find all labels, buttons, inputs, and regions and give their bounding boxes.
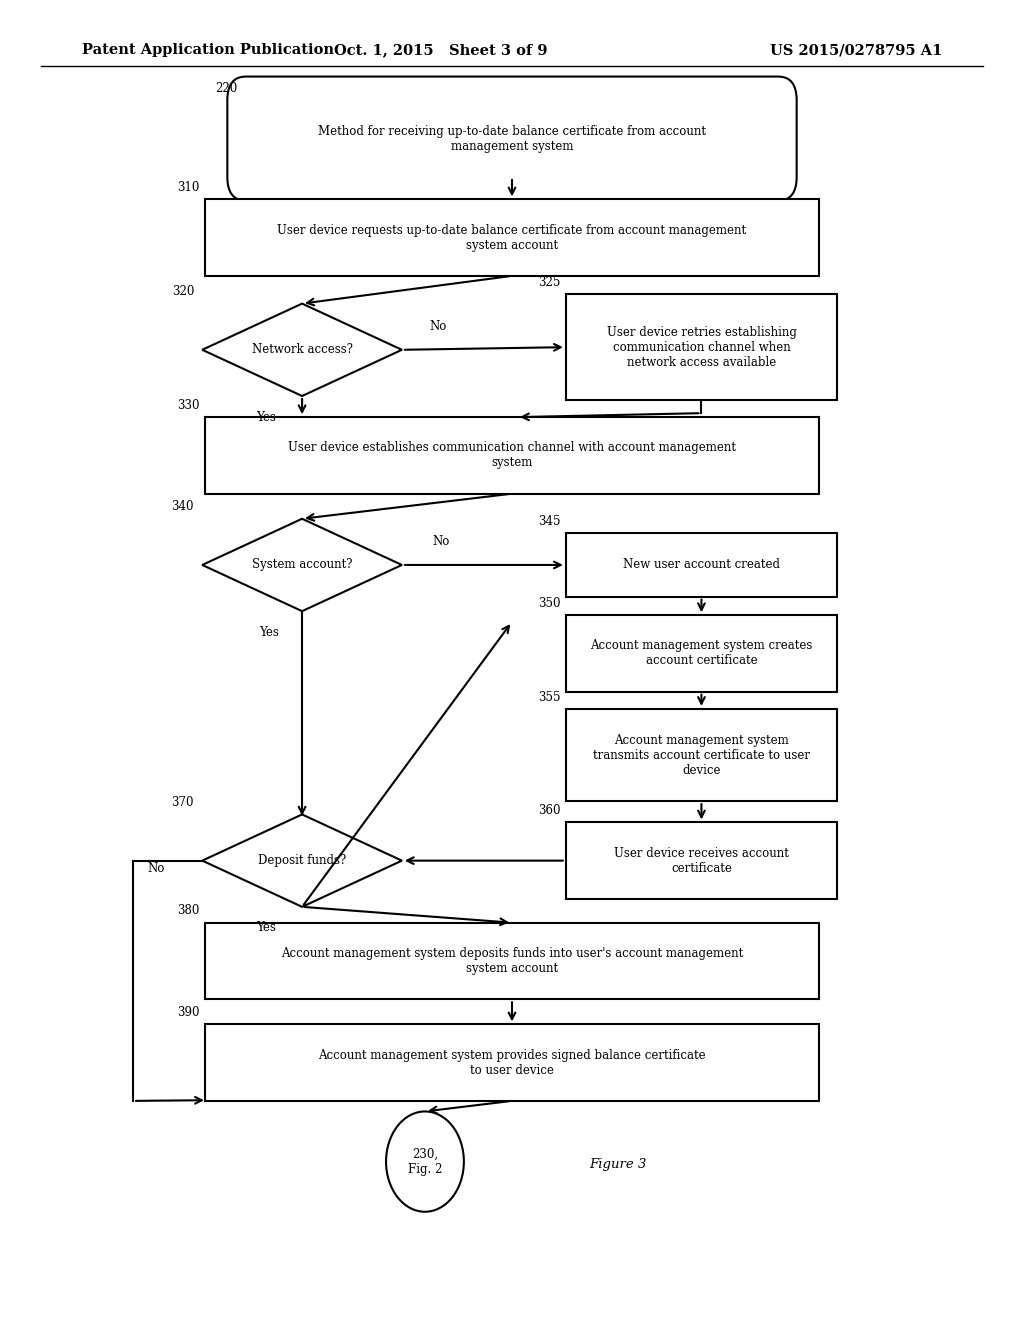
Text: Account management system creates
account certificate: Account management system creates accoun… [590, 639, 813, 668]
Text: 390: 390 [177, 1006, 200, 1019]
Text: User device requests up-to-date balance certificate from account management
syst: User device requests up-to-date balance … [278, 223, 746, 252]
Text: Yes: Yes [256, 411, 276, 424]
Polygon shape [202, 519, 401, 611]
Text: Account management system deposits funds into user's account management
system a: Account management system deposits funds… [281, 946, 743, 975]
Text: 320: 320 [172, 285, 194, 298]
Text: Patent Application Publication: Patent Application Publication [82, 44, 334, 57]
Text: 330: 330 [177, 399, 200, 412]
Text: US 2015/0278795 A1: US 2015/0278795 A1 [770, 44, 942, 57]
FancyBboxPatch shape [565, 294, 838, 400]
Text: Method for receiving up-to-date balance certificate from account
management syst: Method for receiving up-to-date balance … [318, 124, 706, 153]
Text: 310: 310 [177, 181, 200, 194]
Text: No: No [147, 862, 165, 875]
Text: Deposit funds?: Deposit funds? [258, 854, 346, 867]
Text: Account management system provides signed balance certificate
to user device: Account management system provides signe… [318, 1048, 706, 1077]
FancyBboxPatch shape [565, 533, 838, 597]
Text: Yes: Yes [256, 921, 276, 935]
FancyBboxPatch shape [205, 1024, 819, 1101]
FancyBboxPatch shape [205, 417, 819, 494]
Text: Network access?: Network access? [252, 343, 352, 356]
FancyBboxPatch shape [565, 822, 838, 899]
Circle shape [386, 1111, 464, 1212]
Text: 340: 340 [172, 500, 194, 513]
Text: 230,
Fig. 2: 230, Fig. 2 [408, 1147, 442, 1176]
Text: 360: 360 [539, 804, 561, 817]
FancyBboxPatch shape [205, 199, 819, 276]
Text: No: No [432, 535, 450, 548]
Text: No: No [429, 319, 446, 333]
Text: Account management system
transmits account certificate to user
device: Account management system transmits acco… [593, 734, 810, 776]
Polygon shape [202, 814, 401, 907]
Text: 325: 325 [539, 276, 561, 289]
Text: New user account created: New user account created [623, 558, 780, 572]
FancyBboxPatch shape [565, 709, 838, 801]
Text: 370: 370 [172, 796, 194, 809]
Polygon shape [202, 304, 401, 396]
Text: User device receives account
certificate: User device receives account certificate [614, 846, 788, 875]
Text: 220: 220 [215, 82, 238, 95]
FancyBboxPatch shape [565, 615, 838, 692]
Text: Yes: Yes [259, 626, 280, 639]
Text: 380: 380 [177, 904, 200, 917]
Text: User device retries establishing
communication channel when
network access avail: User device retries establishing communi… [606, 326, 797, 368]
Text: System account?: System account? [252, 558, 352, 572]
FancyBboxPatch shape [205, 923, 819, 999]
Text: User device establishes communication channel with account management
system: User device establishes communication ch… [288, 441, 736, 470]
FancyBboxPatch shape [227, 77, 797, 201]
Text: 345: 345 [539, 515, 561, 528]
Text: 355: 355 [539, 690, 561, 704]
Text: Oct. 1, 2015   Sheet 3 of 9: Oct. 1, 2015 Sheet 3 of 9 [334, 44, 547, 57]
Text: 350: 350 [539, 597, 561, 610]
Text: Figure 3: Figure 3 [589, 1158, 646, 1171]
